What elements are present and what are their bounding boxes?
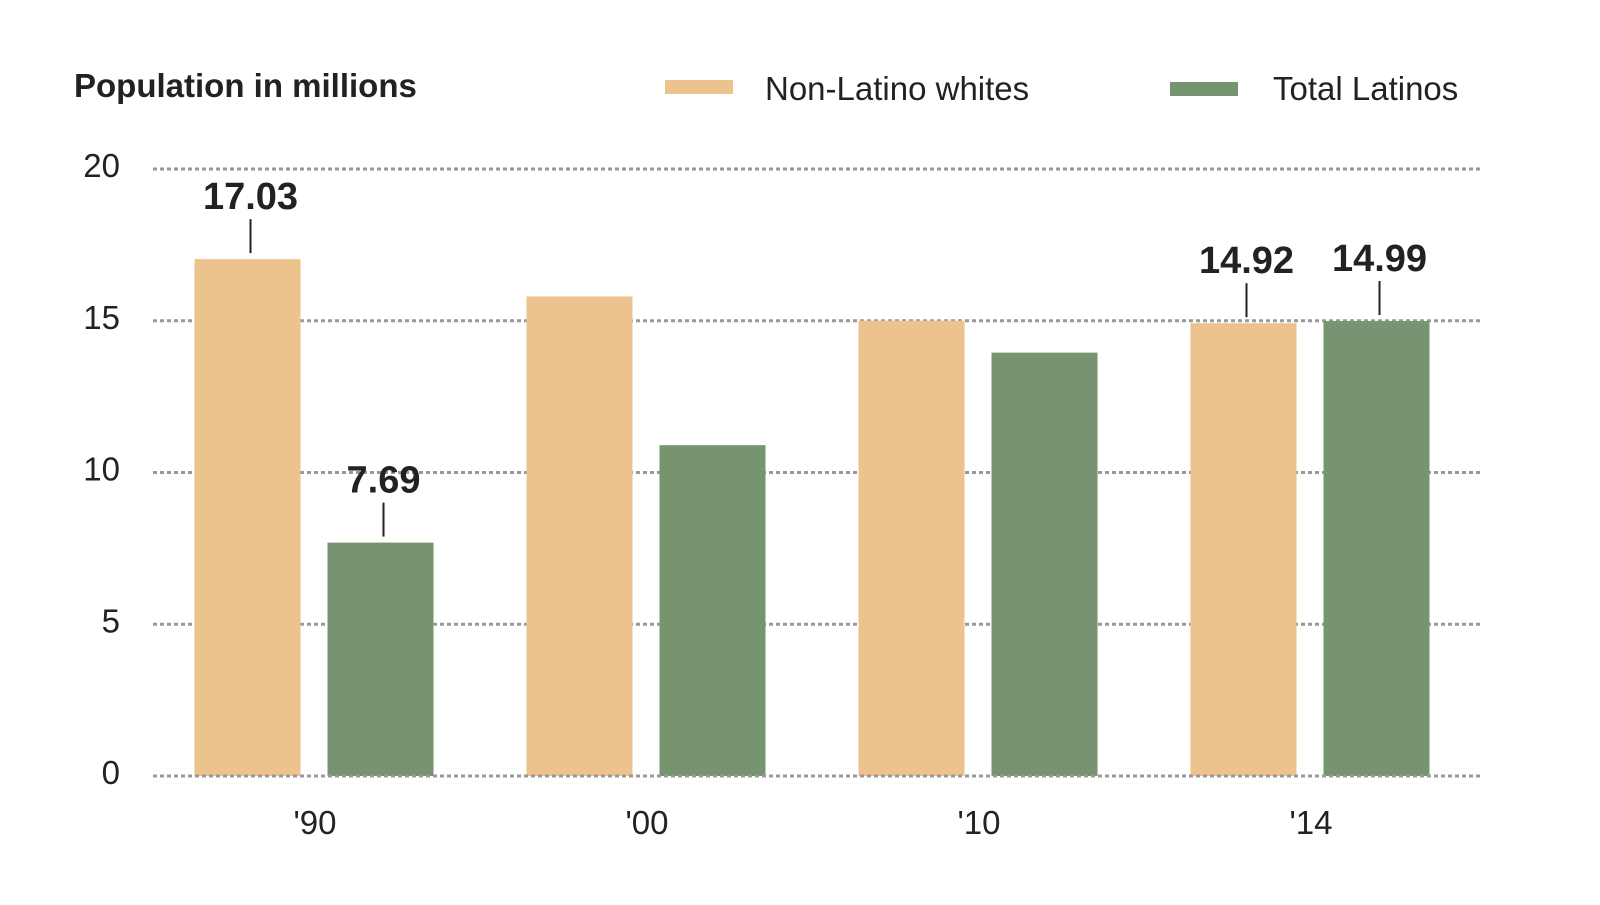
chart-title: Population in millions [74,67,417,104]
data-label: 7.69 [347,460,421,502]
bar-non-latino-whites [858,320,965,776]
y-tick-label: 15 [83,299,120,336]
x-tick-label: '10 [957,804,1000,841]
x-tick-label: '00 [625,804,668,841]
bar-non-latino-whites [1190,323,1297,776]
data-label: 14.99 [1332,238,1427,280]
legend-swatch-non-latino-whites [665,80,733,94]
legend-label-total-latinos: Total Latinos [1273,70,1458,107]
bar-non-latino-whites [526,296,633,776]
y-tick-label: 0 [102,754,120,791]
bar-total-latinos [991,352,1098,776]
legend-swatch-total-latinos [1170,82,1238,96]
y-tick-label: 5 [102,602,120,639]
data-label: 17.03 [203,176,298,218]
y-tick-label: 10 [83,451,120,488]
bar-non-latino-whites [194,259,301,776]
x-tick-label: '14 [1289,804,1332,841]
legend: Non-Latino whites Total Latinos [665,70,1458,107]
bar-total-latinos [1323,321,1430,776]
y-tick-label: 20 [83,147,120,184]
data-label: 14.92 [1199,240,1294,282]
x-tick-label: '90 [293,804,336,841]
bar-total-latinos [327,542,434,776]
bar-total-latinos [659,445,766,776]
legend-label-non-latino-whites: Non-Latino whites [765,70,1029,107]
